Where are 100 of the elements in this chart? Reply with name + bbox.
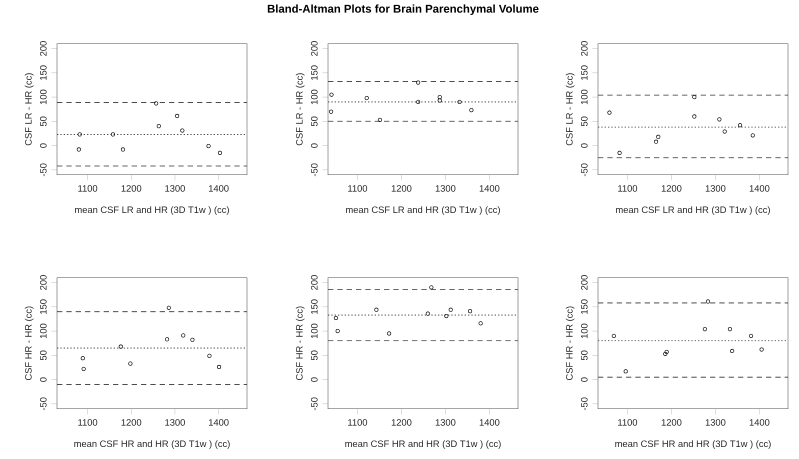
y-tick-label: -50 bbox=[311, 398, 318, 410]
point bbox=[80, 356, 85, 360]
y-axis-title: CSF HR - HR (cc) bbox=[296, 306, 304, 380]
y-tick-label: 100 bbox=[40, 324, 47, 338]
x-axis-title: mean CSF HR and HR (3D T1w ) (cc) bbox=[345, 440, 501, 450]
point bbox=[118, 344, 123, 349]
y-tick-label: -50 bbox=[581, 164, 588, 176]
point bbox=[334, 316, 338, 320]
point bbox=[706, 300, 710, 304]
y-tick-label: 50 bbox=[311, 350, 318, 360]
point bbox=[429, 285, 434, 290]
y-tick-label: 50 bbox=[40, 350, 47, 360]
y-tick-label: 150 bbox=[40, 66, 47, 80]
point bbox=[216, 365, 222, 370]
point bbox=[738, 123, 742, 128]
point bbox=[78, 132, 82, 137]
point bbox=[180, 128, 184, 133]
y-axis-title: CSF LR - HR (cc) bbox=[566, 73, 574, 146]
point bbox=[748, 334, 754, 338]
y-axis-title: CSF LR - HR (cc) bbox=[24, 73, 34, 146]
point bbox=[444, 314, 448, 318]
x-tick-label: 1400 bbox=[480, 419, 500, 426]
x-tick-label: 1200 bbox=[392, 419, 412, 426]
point bbox=[175, 114, 180, 118]
point bbox=[612, 334, 616, 338]
point bbox=[692, 95, 696, 100]
y-tick-label: 50 bbox=[311, 116, 318, 126]
x-tick-label: 1200 bbox=[392, 185, 412, 192]
point bbox=[110, 132, 115, 137]
point bbox=[329, 110, 334, 114]
point bbox=[457, 100, 462, 104]
point bbox=[730, 349, 734, 354]
x-tick-label: 1100 bbox=[348, 419, 368, 426]
point bbox=[206, 144, 211, 148]
x-tick-label: 1200 bbox=[662, 419, 682, 426]
y-tick-label: 50 bbox=[581, 116, 588, 126]
point bbox=[416, 80, 420, 85]
y-tick-label: 50 bbox=[581, 350, 588, 360]
point bbox=[478, 321, 483, 326]
point bbox=[663, 352, 668, 356]
x-tick-label: 1100 bbox=[618, 185, 638, 192]
chart-title: Bland-Altman Plots for Brain Parenchymal Volume bbox=[268, 4, 539, 16]
y-tick-label: 150 bbox=[311, 300, 318, 314]
x-tick-label: 1300 bbox=[706, 419, 726, 426]
y-tick-label: 200 bbox=[311, 275, 318, 290]
point bbox=[664, 350, 669, 354]
point bbox=[692, 114, 696, 119]
x-tick-label: 1300 bbox=[436, 419, 456, 426]
y-tick-label: 0 bbox=[311, 144, 318, 148]
point bbox=[165, 337, 170, 342]
x-tick-label: 1100 bbox=[78, 185, 98, 192]
point bbox=[416, 100, 420, 104]
point bbox=[448, 308, 453, 312]
y-tick-label: 200 bbox=[581, 275, 588, 290]
x-axis-title: mean CSF HR and HR (3D T1w ) (cc) bbox=[74, 440, 230, 450]
point bbox=[750, 133, 755, 138]
point bbox=[166, 306, 171, 310]
x-axis-title: mean CSF LR and HR (3D T1w ) (cc) bbox=[346, 206, 500, 216]
y-tick-label: 100 bbox=[40, 90, 47, 104]
y-tick-label: 200 bbox=[311, 41, 318, 56]
point bbox=[717, 117, 722, 122]
point bbox=[702, 327, 707, 332]
point bbox=[76, 148, 81, 152]
point bbox=[656, 134, 660, 140]
x-tick-label: 1400 bbox=[208, 419, 229, 426]
point bbox=[469, 108, 474, 112]
point bbox=[760, 348, 764, 352]
point bbox=[654, 140, 658, 144]
y-tick-label: 100 bbox=[311, 90, 318, 104]
point bbox=[607, 110, 612, 115]
point bbox=[190, 338, 194, 342]
x-tick-label: 1300 bbox=[436, 185, 456, 192]
x-tick-label: 1300 bbox=[165, 185, 185, 192]
x-tick-label: 1300 bbox=[165, 419, 185, 426]
y-tick-label: 150 bbox=[581, 66, 588, 80]
y-tick-label: -50 bbox=[311, 164, 318, 176]
y-axis-title: CSF HR - HR (cc) bbox=[24, 306, 34, 380]
point bbox=[120, 148, 126, 152]
point bbox=[181, 334, 186, 338]
y-tick-label: 150 bbox=[311, 66, 318, 80]
point bbox=[154, 101, 158, 106]
x-tick-label: 1100 bbox=[348, 185, 368, 192]
y-tick-label: 200 bbox=[581, 41, 588, 56]
point bbox=[617, 150, 622, 156]
point bbox=[336, 329, 340, 334]
y-axis-title: CSF LR - HR (cc) bbox=[296, 73, 304, 146]
point bbox=[426, 312, 430, 316]
y-tick-label: 150 bbox=[40, 300, 47, 314]
point bbox=[207, 354, 212, 358]
y-axis-title: CSF HR - HR (cc) bbox=[566, 306, 574, 380]
y-tick-label: -50 bbox=[40, 164, 47, 176]
point bbox=[387, 332, 392, 336]
point bbox=[82, 366, 86, 372]
point bbox=[438, 95, 442, 100]
x-tick-label: 1200 bbox=[662, 185, 682, 192]
point bbox=[624, 369, 628, 374]
y-tick-label: 0 bbox=[311, 378, 318, 382]
y-tick-label: -50 bbox=[581, 398, 588, 410]
x-axis-title: mean CSF HR and HR (3D T1w ) (cc) bbox=[615, 440, 771, 450]
y-tick-label: 0 bbox=[40, 144, 47, 148]
